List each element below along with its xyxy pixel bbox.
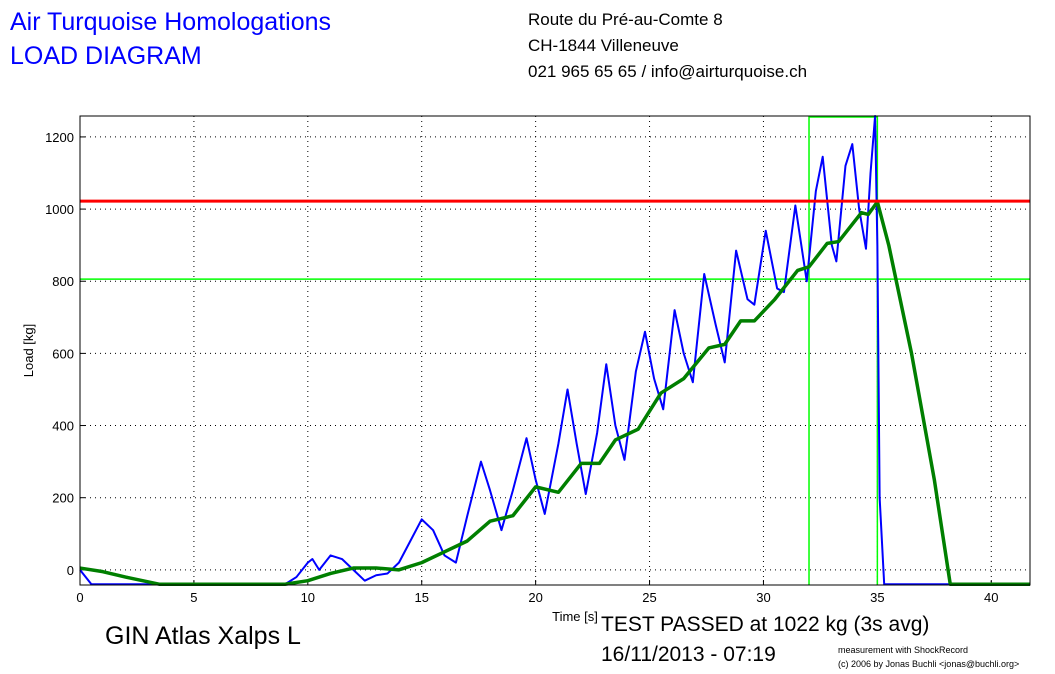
y-tick-label: 200 bbox=[52, 491, 74, 506]
test-datetime: 16/11/2013 - 07:19 bbox=[601, 643, 776, 666]
x-tick-label: 25 bbox=[642, 590, 656, 605]
x-tick-label: 30 bbox=[756, 590, 770, 605]
y-tick-label: 1000 bbox=[45, 202, 74, 217]
y-tick-label: 800 bbox=[52, 274, 74, 289]
x-tick-label: 20 bbox=[528, 590, 542, 605]
address-line-2: CH-1844 Villeneuve bbox=[528, 36, 679, 55]
avg-load-line bbox=[79, 200, 1030, 587]
credit-line-1: measurement with ShockRecord bbox=[838, 645, 969, 655]
x-tick-label: 5 bbox=[190, 590, 197, 605]
y-tick-label: 0 bbox=[67, 563, 74, 578]
x-tick-label: 35 bbox=[870, 590, 884, 605]
credit-line-2: (c) 2006 by Jonas Buchli <jonas@buchli.o… bbox=[838, 659, 1020, 669]
plot-frame bbox=[79, 115, 1031, 586]
raw-load-line bbox=[79, 115, 1030, 586]
contact-line: 021 965 65 65 / info@airturquoise.ch bbox=[528, 62, 808, 81]
plot-area bbox=[80, 116, 1030, 585]
address-line-1: Route du Pré-au-Comte 8 bbox=[528, 10, 723, 29]
y-tick-label: 400 bbox=[52, 419, 74, 434]
x-axis-label: Time [s] bbox=[552, 609, 598, 624]
y-tick-label: 1200 bbox=[45, 130, 74, 145]
test-result: TEST PASSED at 1022 kg (3s avg) bbox=[601, 613, 930, 636]
y-axis-label: Load [kg] bbox=[21, 324, 36, 378]
x-tick-label: 40 bbox=[984, 590, 998, 605]
diagram-title: LOAD DIAGRAM bbox=[10, 42, 202, 70]
x-tick-label: 0 bbox=[76, 590, 83, 605]
app-title: Air Turquoise Homologations bbox=[10, 8, 331, 36]
x-tick-label: 10 bbox=[301, 590, 315, 605]
y-tick-label: 600 bbox=[52, 346, 74, 361]
glider-model: GIN Atlas Xalps L bbox=[105, 622, 301, 650]
x-tick-label: 15 bbox=[414, 590, 428, 605]
